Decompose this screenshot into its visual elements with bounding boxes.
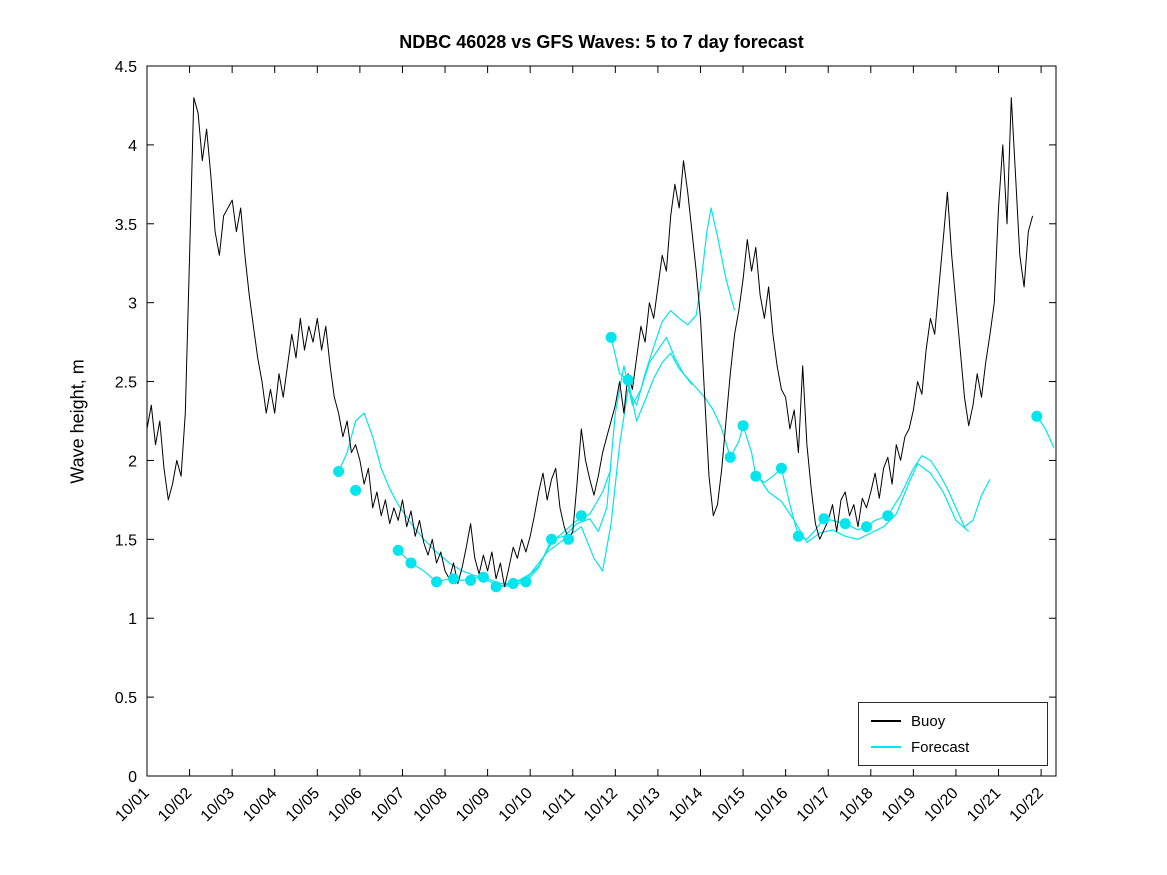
svg-text:10/02: 10/02 bbox=[155, 785, 195, 825]
legend-label-buoy: Buoy bbox=[911, 712, 946, 730]
svg-text:10/11: 10/11 bbox=[539, 785, 579, 825]
forecast-marker bbox=[775, 462, 787, 474]
svg-text:4.5: 4.5 bbox=[115, 59, 137, 76]
svg-text:3.5: 3.5 bbox=[115, 217, 137, 234]
forecast-marker bbox=[333, 466, 345, 477]
svg-text:10/14: 10/14 bbox=[666, 785, 706, 825]
forecast-marker bbox=[737, 420, 749, 432]
svg-text:10/03: 10/03 bbox=[198, 785, 238, 825]
svg-text:3: 3 bbox=[128, 296, 137, 313]
svg-text:2.5: 2.5 bbox=[115, 375, 137, 392]
forecast-line bbox=[397, 336, 693, 588]
svg-text:4: 4 bbox=[128, 138, 137, 155]
svg-text:10/17: 10/17 bbox=[794, 785, 834, 825]
svg-text:10/16: 10/16 bbox=[751, 785, 791, 825]
forecast-marker bbox=[724, 451, 736, 463]
legend-line-sample-forecast bbox=[871, 746, 901, 748]
svg-text:10/21: 10/21 bbox=[964, 785, 1004, 825]
forecast-marker bbox=[882, 510, 894, 522]
forecast-marker bbox=[563, 533, 574, 545]
forecast-marker bbox=[818, 513, 830, 525]
forecast-marker bbox=[575, 510, 587, 522]
svg-text:10/10: 10/10 bbox=[496, 785, 536, 825]
forecast-marker bbox=[622, 374, 634, 386]
forecast-marker bbox=[546, 533, 557, 545]
svg-text:10/19: 10/19 bbox=[879, 785, 919, 825]
svg-text:10/20: 10/20 bbox=[921, 785, 961, 825]
forecast-line bbox=[338, 412, 612, 585]
forecast-marker bbox=[350, 484, 362, 496]
svg-text:10/08: 10/08 bbox=[411, 785, 451, 825]
svg-text:10/18: 10/18 bbox=[836, 785, 876, 825]
forecast-marker bbox=[792, 530, 804, 542]
buoy-line bbox=[146, 97, 1034, 588]
svg-text:10/22: 10/22 bbox=[1007, 785, 1047, 825]
svg-text:1: 1 bbox=[128, 611, 137, 628]
legend-label-forecast: Forecast bbox=[911, 738, 970, 756]
forecast-marker bbox=[605, 331, 617, 343]
svg-text:10/05: 10/05 bbox=[283, 785, 323, 825]
forecast-marker bbox=[520, 576, 532, 588]
legend: Buoy Forecast bbox=[858, 702, 1048, 766]
legend-line-sample-buoy bbox=[871, 720, 901, 722]
svg-text:10/12: 10/12 bbox=[581, 785, 621, 825]
svg-text:0.5: 0.5 bbox=[115, 690, 137, 707]
forecast-marker bbox=[405, 557, 417, 569]
svg-text:10/15: 10/15 bbox=[709, 785, 749, 825]
forecast-line bbox=[755, 463, 970, 544]
forecast-marker bbox=[507, 578, 519, 589]
svg-text:1.5: 1.5 bbox=[115, 532, 137, 549]
svg-text:10/06: 10/06 bbox=[325, 785, 365, 825]
forecast-marker bbox=[465, 574, 477, 586]
chart-title: NDBC 46028 vs GFS Waves: 5 to 7 day fore… bbox=[399, 32, 804, 52]
forecast-marker bbox=[1031, 410, 1043, 422]
svg-text:10/01: 10/01 bbox=[112, 785, 152, 825]
legend-item-forecast: Forecast bbox=[871, 739, 1047, 756]
forecast-marker bbox=[392, 544, 404, 556]
svg-text:0: 0 bbox=[128, 769, 137, 786]
legend-item-buoy: Buoy bbox=[871, 713, 1047, 730]
forecast-marker bbox=[750, 470, 762, 482]
svg-text:10/07: 10/07 bbox=[368, 785, 408, 825]
forecast-marker bbox=[477, 571, 489, 583]
svg-text:10/13: 10/13 bbox=[623, 785, 663, 825]
svg-text:10/09: 10/09 bbox=[453, 785, 493, 825]
forecast-marker bbox=[448, 573, 459, 585]
forecast-marker bbox=[861, 521, 872, 533]
forecast-marker bbox=[490, 581, 502, 593]
svg-text:10/04: 10/04 bbox=[240, 785, 280, 825]
svg-text:2: 2 bbox=[128, 453, 137, 470]
forecast-marker bbox=[839, 518, 851, 530]
forecast-line bbox=[610, 337, 991, 540]
forecast-marker bbox=[431, 576, 442, 588]
